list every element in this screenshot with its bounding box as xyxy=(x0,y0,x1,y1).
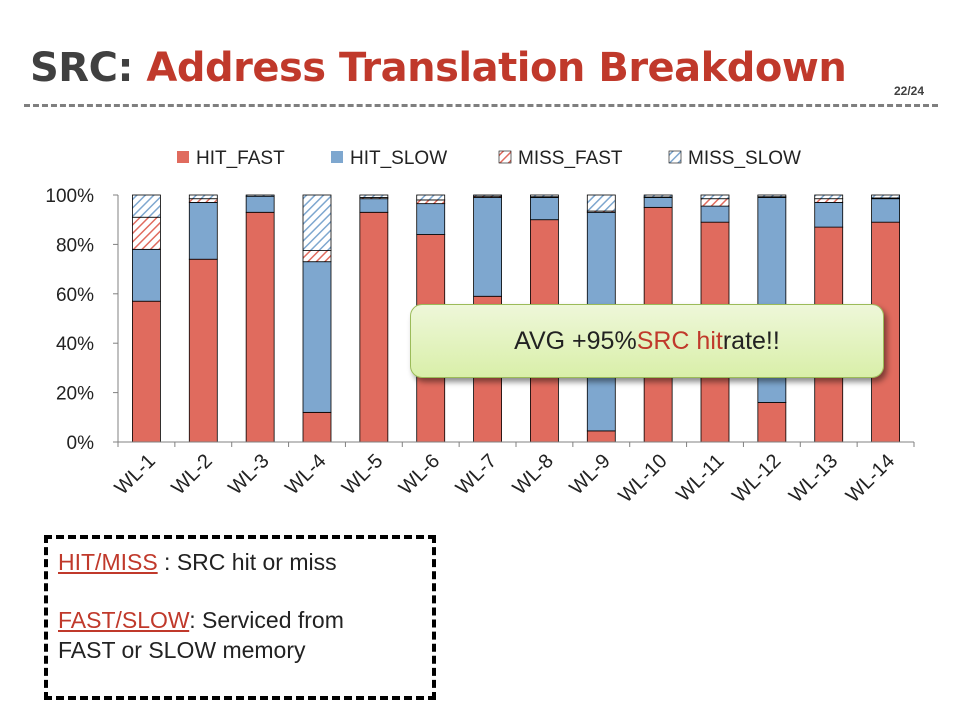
bar-segment-miss-slow xyxy=(132,194,161,218)
y-tick-label: 80% xyxy=(56,235,94,256)
bar-segment-hit-slow xyxy=(814,202,844,228)
title-main: Address Translation Breakdown xyxy=(146,45,847,91)
bar-segment-hit-slow xyxy=(359,198,389,213)
bar-segment-miss-slow xyxy=(302,194,332,251)
bar-segment-miss-fast xyxy=(188,198,218,203)
legend-swatch-miss-fast xyxy=(498,150,512,164)
bar-segment-hit-fast xyxy=(586,430,616,443)
x-tick-label: WL-10 xyxy=(614,450,671,507)
bar-segment-miss-fast xyxy=(416,199,446,205)
bar-segment-hit-slow xyxy=(416,203,446,235)
term-hit-miss: HIT/MISS xyxy=(58,549,158,575)
bar-segment-miss-slow xyxy=(757,194,787,198)
legend-label-miss-slow: MISS_SLOW xyxy=(688,148,801,169)
bar-segment-hit-slow xyxy=(473,197,502,297)
x-tick-label: WL-6 xyxy=(395,450,444,499)
term-fast-slow: FAST/SLOW xyxy=(58,607,190,633)
x-tick-label: WL-3 xyxy=(224,450,273,499)
x-tick-label: WL-11 xyxy=(672,450,728,506)
y-tick-label: 100% xyxy=(45,186,94,207)
x-tick-label: WL-7 xyxy=(452,450,501,499)
bar-stack-wl-5 xyxy=(359,194,389,443)
definition-fast-slow-cont: FAST or SLOW memory xyxy=(58,637,306,663)
callout-prefix: AVG +95% xyxy=(514,326,637,355)
bar-segment-hit-slow xyxy=(245,195,275,213)
bar-segment-miss-slow xyxy=(530,194,559,198)
bar-segment-hit-fast xyxy=(245,211,275,443)
bar-segment-miss-slow xyxy=(814,194,844,200)
bar-segment-miss-slow xyxy=(416,194,446,201)
bar-stack-wl-3 xyxy=(245,194,275,443)
legend-label-hit-slow: HIT_SLOW xyxy=(350,148,447,169)
bar-stack-wl-4 xyxy=(302,194,332,443)
bar-segment-hit-slow xyxy=(643,197,673,208)
y-tick-label: 40% xyxy=(56,334,94,355)
definition-fast-slow: FAST/SLOW: Serviced from xyxy=(58,605,422,635)
bar-segment-miss-slow xyxy=(643,194,673,198)
y-tick-label: 60% xyxy=(56,285,94,306)
avg-hit-rate-callout: AVG +95% SRC hit rate!! xyxy=(410,304,884,378)
bar-stack-wl-1 xyxy=(132,194,161,443)
page-number: 22/24 xyxy=(893,84,924,98)
callout-highlight: SRC hit xyxy=(636,326,723,355)
x-axis: WL-1 WL-2 WL-3 WL-4 WL-5 WL-6 WL-7 WL-8 WL-9 WL-1… xyxy=(111,441,915,507)
x-tick-label: WL-14 xyxy=(842,450,899,507)
bar-stack-wl-14 xyxy=(871,194,900,443)
bar-segment-hit-slow xyxy=(871,198,900,223)
definition-hit-miss: HIT/MISS : SRC hit or miss xyxy=(58,547,422,577)
definition-fast-slow-text: : Serviced from xyxy=(189,607,344,633)
slide-title: SRC: Address Translation Breakdown xyxy=(30,44,847,92)
x-tick-label: WL-4 xyxy=(281,450,330,499)
y-tick-label: 20% xyxy=(56,384,94,405)
chart-legend: HIT_FAST HIT_SLOW MISS_FAST MISS_SLOW xyxy=(177,148,801,169)
x-tick-label: WL-2 xyxy=(167,450,216,499)
x-tick-label: WL-1 xyxy=(111,450,160,499)
x-tick-label: WL-13 xyxy=(785,450,842,507)
bar-segment-miss-slow xyxy=(586,194,616,212)
bar-segment-miss-slow xyxy=(245,194,275,197)
bar-segment-hit-fast xyxy=(757,402,787,443)
x-tick-label: WL-9 xyxy=(565,450,614,499)
bar-segment-hit-fast xyxy=(188,258,218,443)
legend-label-miss-fast: MISS_FAST xyxy=(518,148,623,169)
bar-segment-miss-slow xyxy=(473,194,502,197)
bar-segment-hit-slow xyxy=(302,261,332,413)
y-axis: 0% 20% 40% 60% 80% 100% xyxy=(45,186,119,454)
bar-segment-miss-slow xyxy=(700,194,730,200)
bar-segment-hit-fast xyxy=(132,300,161,443)
bar-segment-miss-fast xyxy=(700,198,730,207)
definitions-box: HIT/MISS : SRC hit or miss FAST/SLOW: Se… xyxy=(44,535,436,700)
definition-hit-miss-text: : SRC hit or miss xyxy=(157,549,337,575)
bar-segment-miss-fast xyxy=(302,250,332,263)
title-prefix: SRC: xyxy=(30,45,147,91)
bar-segment-miss-slow xyxy=(359,194,389,198)
bar-segment-hit-fast xyxy=(359,211,389,443)
bar-segment-hit-slow xyxy=(188,202,218,260)
bar-segment-hit-slow xyxy=(530,197,559,221)
x-tick-label: WL-5 xyxy=(338,450,387,499)
title-divider xyxy=(24,104,938,107)
x-tick-label: WL-12 xyxy=(728,450,785,507)
x-tick-label: WL-8 xyxy=(509,450,558,499)
bar-segment-miss-fast xyxy=(814,198,844,203)
bar-segment-hit-slow xyxy=(132,248,161,302)
y-tick-label: 0% xyxy=(67,433,95,454)
legend-swatch-miss-slow xyxy=(668,150,682,164)
legend-label-hit-fast: HIT_FAST xyxy=(196,148,285,169)
callout-suffix: rate!! xyxy=(722,326,780,355)
bar-segment-miss-fast xyxy=(132,216,161,250)
bar-segment-hit-fast xyxy=(302,411,332,443)
bar-segment-hit-slow xyxy=(700,205,730,223)
bar-segment-miss-slow xyxy=(188,194,218,200)
legend-swatch-hit-slow xyxy=(331,151,343,163)
legend-swatch-hit-fast xyxy=(177,151,189,163)
bar-stack-wl-2 xyxy=(188,194,218,443)
bar-segment-miss-slow xyxy=(871,194,900,199)
